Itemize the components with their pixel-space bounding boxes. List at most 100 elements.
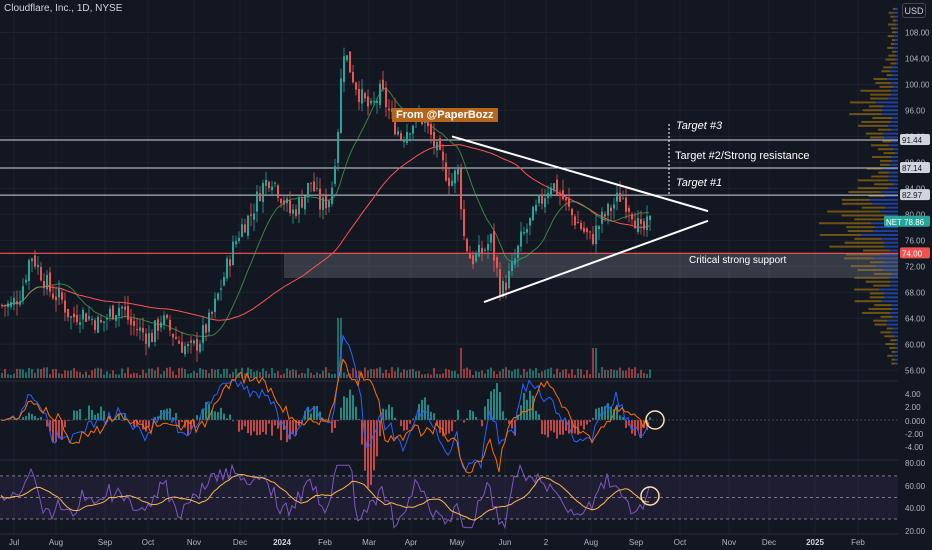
volume-profile-bar xyxy=(887,354,893,357)
macd-histogram-bar xyxy=(52,420,54,443)
volume-profile-bar xyxy=(891,304,898,307)
macd-histogram-bar xyxy=(73,410,75,420)
macd-histogram-bar xyxy=(175,412,177,420)
macd-histogram-bar xyxy=(247,420,249,434)
volume-profile-bar xyxy=(895,23,898,26)
y-tick-label: 68.00 xyxy=(905,288,926,297)
volume-bar xyxy=(628,367,630,378)
volume-bar xyxy=(364,367,366,378)
candle-body xyxy=(625,197,627,212)
candle-body xyxy=(370,100,372,104)
macd-histogram-bar xyxy=(595,408,597,420)
volume-profile-bar xyxy=(891,159,898,162)
volume-bar xyxy=(526,371,528,378)
candle-body xyxy=(151,332,153,343)
macd-histogram-bar xyxy=(553,420,555,433)
volume-bar xyxy=(304,373,306,378)
volume-bar xyxy=(4,368,6,378)
volume-profile-bar xyxy=(888,179,898,182)
candle-body xyxy=(220,288,222,290)
candle-body xyxy=(34,255,36,267)
volume-profile-bar xyxy=(878,288,898,291)
candle-body xyxy=(160,322,162,328)
macd-histogram-bar xyxy=(550,420,552,431)
volume-bar xyxy=(130,373,132,378)
candle-body xyxy=(349,51,351,73)
currency-button[interactable]: USD xyxy=(902,3,926,18)
volume-profile-bar xyxy=(869,261,885,264)
volume-bar xyxy=(256,370,258,378)
x-tick-label: Nov xyxy=(187,538,201,547)
volume-bar xyxy=(163,371,165,378)
macd-histogram-bar xyxy=(157,416,159,420)
macd-histogram-bar xyxy=(148,420,150,427)
volume-bar xyxy=(28,367,30,378)
volume-profile-bar xyxy=(841,198,870,201)
volume-bar xyxy=(556,368,558,378)
macd-histogram-bar xyxy=(208,403,210,420)
volume-bar xyxy=(271,367,273,378)
volume-bar xyxy=(619,367,621,378)
volume-bar xyxy=(217,369,219,378)
volume-profile-bar xyxy=(881,113,898,116)
macd-histogram-bar xyxy=(334,420,336,428)
volume-bar xyxy=(508,370,510,378)
candle-body xyxy=(424,121,426,123)
candle-body xyxy=(250,214,252,216)
volume-profile-bar xyxy=(866,167,883,170)
volume-bar xyxy=(343,372,345,378)
candle-body xyxy=(193,340,195,344)
macd-histogram-bar xyxy=(46,420,48,427)
volume-profile-bar xyxy=(858,124,889,127)
volume-bar xyxy=(433,367,435,378)
macd-histogram-bar xyxy=(367,420,369,489)
macd-histogram-bar xyxy=(619,415,621,420)
volume-bar xyxy=(112,370,114,378)
volume-bar xyxy=(391,367,393,378)
volume-profile-bar xyxy=(848,191,881,194)
candle-body xyxy=(640,219,642,224)
candle-body xyxy=(124,306,126,310)
volume-bar xyxy=(562,369,564,378)
volume-profile-bar xyxy=(893,183,898,186)
volume-profile-bar xyxy=(889,163,898,166)
volume-bar xyxy=(151,368,153,378)
volume-profile-bar xyxy=(872,117,892,120)
macd-histogram-bar xyxy=(133,420,135,427)
candle-body xyxy=(265,179,267,186)
candle-body xyxy=(184,346,186,355)
volume-profile-bar xyxy=(887,46,894,49)
candle-body xyxy=(238,237,240,241)
volume-profile-bar xyxy=(869,296,885,299)
volume-bar xyxy=(403,369,405,378)
volume-bar xyxy=(226,368,228,378)
candle-body xyxy=(355,82,357,90)
volume-profile-bar xyxy=(819,233,862,236)
x-tick-label: Mar xyxy=(362,538,376,547)
volume-profile-bar xyxy=(892,327,898,330)
volume-profile-bar xyxy=(878,171,889,174)
macd-histogram-bar xyxy=(511,420,513,429)
candle-body xyxy=(649,215,651,221)
volume-profile-bar xyxy=(873,272,892,275)
candle-body xyxy=(430,124,432,135)
macd-histogram-bar xyxy=(631,420,633,434)
macd-histogram-bar xyxy=(538,414,540,420)
volume-bar xyxy=(64,370,66,378)
volume-profile-bar xyxy=(884,136,898,139)
macd-tick-label: 0.000 xyxy=(905,417,926,426)
x-tick-label: Sep xyxy=(98,538,113,547)
volume-bar xyxy=(349,373,351,378)
candle-body xyxy=(514,258,516,265)
volume-bar xyxy=(286,368,288,378)
candle-body xyxy=(520,231,522,247)
volume-profile-bar xyxy=(883,152,896,155)
volume-bar xyxy=(559,372,561,378)
macd-histogram-bar xyxy=(604,406,606,420)
candle-body xyxy=(127,306,129,320)
macd-histogram-bar xyxy=(79,409,81,420)
candle-body xyxy=(67,308,69,318)
macd-histogram-bar xyxy=(268,420,270,424)
macd-histogram-bar xyxy=(94,414,96,420)
